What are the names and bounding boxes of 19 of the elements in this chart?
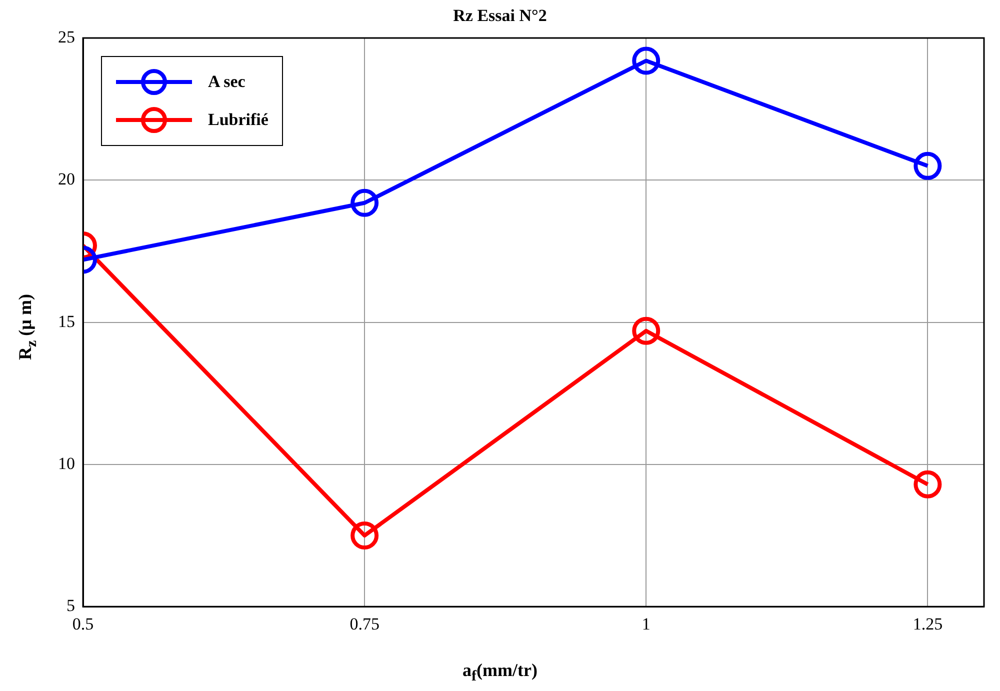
point: [350, 188, 379, 217]
legend-label: Lubrifié: [208, 110, 268, 130]
x-tick-label: 0.5: [72, 614, 94, 634]
x-tick-label: 1: [642, 614, 650, 634]
point: [632, 46, 660, 75]
y-tick-label: 15: [58, 312, 75, 331]
y-tick-label: 5: [66, 596, 75, 616]
point: [350, 522, 379, 550]
chart-title: Rz Essai N°2: [452, 6, 548, 26]
legend-label: A sec: [208, 72, 246, 92]
y-tick-label: 10: [58, 454, 75, 473]
x-axis-title: a$_{f}$(mm/tr): [462, 660, 538, 686]
y-tick-label: 25: [58, 27, 75, 46]
y-tick-label: 20: [58, 170, 75, 189]
point: [914, 152, 942, 180]
point: [632, 316, 660, 345]
x-tick-label: 0.75: [350, 614, 380, 634]
x-tick-label: 1.25: [912, 614, 943, 634]
point: [914, 470, 942, 498]
